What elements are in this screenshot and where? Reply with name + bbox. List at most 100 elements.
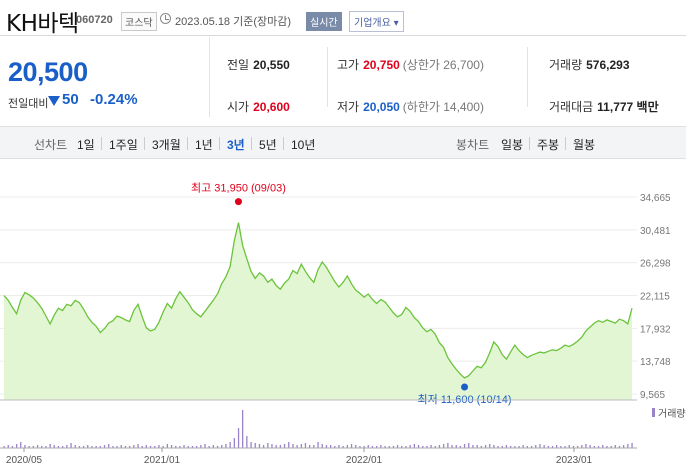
volume-bar bbox=[95, 446, 97, 448]
period-1y[interactable]: 1년 bbox=[195, 138, 213, 152]
candle-weekly[interactable]: 주봉 bbox=[537, 138, 560, 152]
volume-bar bbox=[535, 445, 537, 448]
prev-label: 전일 bbox=[227, 58, 250, 72]
volume-bar bbox=[200, 445, 202, 448]
volume-bar bbox=[91, 446, 93, 448]
volume-bar bbox=[225, 444, 227, 448]
divider bbox=[251, 137, 252, 150]
volume-bar bbox=[346, 445, 348, 448]
volume-bar bbox=[459, 446, 461, 448]
y-tick-label: 9,565 bbox=[640, 390, 665, 401]
volume-bar bbox=[11, 446, 14, 448]
volume-bar bbox=[363, 446, 365, 448]
volume-bar bbox=[568, 445, 570, 448]
period-3y[interactable]: 3년 bbox=[227, 138, 245, 152]
volume-bar bbox=[296, 445, 298, 448]
volume-bar bbox=[627, 444, 629, 448]
volume-bar bbox=[267, 443, 269, 448]
volume-bar bbox=[208, 446, 210, 448]
volume-bar bbox=[405, 446, 407, 448]
candle-monthly[interactable]: 월봉 bbox=[573, 138, 596, 152]
volume-bar bbox=[463, 444, 466, 448]
volume-bar bbox=[309, 445, 311, 448]
volume-bar bbox=[359, 446, 361, 448]
volume-bar bbox=[325, 445, 328, 448]
volume-bar bbox=[317, 442, 319, 448]
volume-bar bbox=[116, 446, 118, 448]
high-label: 고가 bbox=[337, 58, 360, 72]
volume-bar bbox=[501, 446, 503, 448]
stock-code: 060720 bbox=[76, 14, 113, 26]
low-label: 저가 bbox=[337, 100, 360, 114]
volume-bar bbox=[120, 445, 122, 448]
volume-bar bbox=[518, 446, 520, 448]
volume-bar bbox=[623, 445, 625, 448]
volume-bar bbox=[493, 445, 495, 448]
realtime-button[interactable]: 실시간 bbox=[306, 12, 342, 31]
volume-bar bbox=[254, 443, 256, 448]
quote-volume: 거래량 576,293 bbox=[549, 56, 630, 73]
x-tick-labels: 2020/05 2021/01 2022/01 2023/01 bbox=[6, 448, 593, 466]
volume-bar bbox=[145, 445, 147, 448]
volume-bar bbox=[489, 444, 491, 448]
company-info-dropdown[interactable]: 기업개요 ▾ bbox=[349, 11, 404, 32]
volume-legend-swatch bbox=[652, 408, 655, 417]
y-tick-label: 22,115 bbox=[640, 292, 670, 303]
volume-bar bbox=[543, 445, 545, 448]
volume-bar bbox=[7, 445, 9, 448]
volume-bar bbox=[250, 442, 252, 448]
volume-bar bbox=[279, 445, 281, 448]
volume-bar bbox=[3, 446, 5, 448]
prev-value: 20,550 bbox=[253, 58, 290, 72]
volume-value: 576,293 bbox=[586, 58, 630, 72]
volume-bar bbox=[288, 442, 290, 448]
volume-bar bbox=[53, 445, 55, 448]
change-label: 전일대비 bbox=[8, 98, 49, 110]
volume-bar bbox=[547, 446, 549, 448]
volume-bar bbox=[154, 446, 156, 448]
volume-bar bbox=[497, 446, 499, 448]
volume-bar bbox=[602, 445, 604, 448]
quote-grid: 전일 20,550 시가 20,600 고가 20,750 (상한가 26,700) 저… bbox=[210, 37, 686, 117]
period-10y[interactable]: 10년 bbox=[291, 138, 316, 152]
volume-bar bbox=[20, 442, 22, 448]
volume-bar bbox=[283, 444, 286, 448]
volume-bar bbox=[141, 446, 143, 448]
period-1d[interactable]: 1일 bbox=[77, 138, 95, 152]
volume-bar bbox=[514, 446, 516, 448]
volume-bar bbox=[108, 444, 110, 448]
volume-bar bbox=[166, 444, 168, 448]
volume-bar bbox=[179, 446, 181, 448]
volume-bar bbox=[618, 446, 621, 448]
y-tick-label: 30,481 bbox=[640, 226, 671, 237]
volume-bar bbox=[334, 446, 336, 448]
stock-header: KH바텍 060720 코스닥 2023.05.18 기준(장마감) 실시간 기… bbox=[0, 0, 686, 37]
period-5y[interactable]: 5년 bbox=[259, 138, 277, 152]
volume-bar bbox=[376, 446, 378, 448]
high-point-marker bbox=[234, 198, 242, 206]
divider bbox=[527, 47, 528, 107]
x-tick-label: 2020/05 bbox=[6, 455, 43, 466]
volume-bar bbox=[426, 446, 428, 448]
period-3m[interactable]: 3개월 bbox=[152, 138, 181, 152]
price-chart[interactable]: 34,665 30,481 26,298 22,115 17,932 13,748 9,56… bbox=[0, 160, 686, 468]
volume-bar bbox=[275, 445, 277, 448]
volume-bar bbox=[447, 443, 449, 448]
volume-bar bbox=[271, 444, 273, 448]
volume-bar bbox=[112, 446, 114, 448]
volume-bar bbox=[468, 443, 470, 448]
volume-bar bbox=[472, 445, 474, 448]
volume-bar bbox=[396, 445, 399, 448]
volume-bar bbox=[62, 446, 64, 448]
volume-bar bbox=[589, 445, 591, 448]
volume-bar bbox=[137, 444, 139, 448]
volume-bar bbox=[380, 445, 382, 448]
volume-bar bbox=[610, 446, 612, 448]
candle-daily[interactable]: 일봉 bbox=[501, 138, 524, 152]
volume-bar bbox=[631, 443, 633, 448]
volume-bar bbox=[560, 446, 562, 448]
divider bbox=[529, 137, 530, 150]
volume-bar bbox=[124, 446, 127, 448]
quote-amount: 거래대금 11,777 백만 bbox=[549, 98, 659, 115]
period-1w[interactable]: 1주일 bbox=[109, 138, 138, 152]
